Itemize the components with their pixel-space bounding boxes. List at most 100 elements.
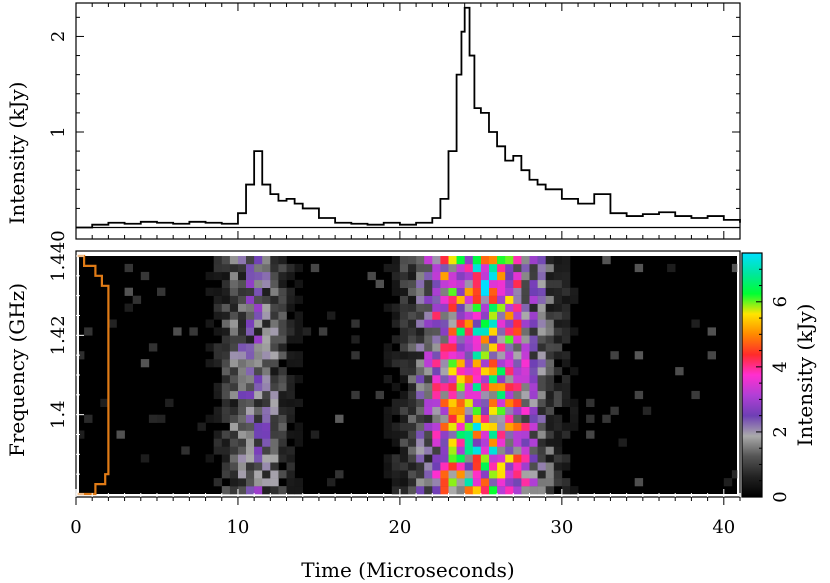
heatmap-cell — [513, 390, 522, 400]
heatmap-cell — [408, 343, 417, 352]
heatmap-cell — [424, 303, 433, 312]
heatmap-cell — [246, 470, 255, 479]
heatmap-cell — [408, 398, 417, 407]
heatmap-cell — [480, 438, 490, 447]
heatmap-cell — [246, 311, 255, 320]
heatmap-cell — [408, 478, 417, 487]
heatmap-cell — [529, 351, 538, 360]
heatmap-cell — [464, 382, 474, 392]
heatmap-cell — [213, 359, 223, 368]
heatmap-cell — [383, 414, 393, 423]
heatmap-cell — [416, 486, 425, 495]
heatmap-cell — [262, 311, 271, 320]
heatmap-cell — [278, 398, 287, 407]
heatmap-cell — [513, 256, 522, 265]
heatmap-cell — [513, 486, 522, 495]
heatmap-cell — [246, 406, 255, 415]
heatmap-cell — [497, 335, 506, 344]
heatmap-cell — [456, 422, 465, 431]
heatmap-cell — [505, 478, 514, 487]
heatmap-cell — [205, 287, 214, 296]
heatmap-cell — [513, 462, 522, 471]
heatmap-cell — [448, 319, 457, 328]
heatmap-cell — [238, 359, 247, 368]
heatmap-cell — [537, 311, 546, 320]
heatmap-cell — [497, 279, 506, 288]
heatmap-cell — [132, 295, 142, 304]
heatmap-cell — [521, 311, 530, 320]
heatmap-cell — [424, 271, 433, 281]
heatmap-cell — [448, 263, 457, 273]
heatmap-cell — [399, 303, 409, 312]
heatmap-cell — [416, 462, 425, 471]
heatmap-cell — [489, 335, 498, 344]
heatmap-cell — [229, 470, 239, 479]
heatmap-cell — [238, 390, 247, 400]
heatmap-cell — [440, 446, 449, 455]
heatmap-cell — [561, 454, 571, 463]
heatmap-cell — [254, 375, 263, 384]
heatmap-cell — [351, 319, 360, 328]
heatmap-cell — [221, 382, 231, 392]
heatmap-cell — [416, 446, 425, 455]
heatmap-cell — [408, 335, 417, 344]
heatmap-cell — [561, 271, 571, 281]
heatmap-cell — [238, 271, 247, 281]
heatmap-cell — [472, 486, 482, 495]
heatmap-cell — [229, 295, 239, 304]
heatmap-cell — [229, 446, 239, 455]
heatmap-cell — [294, 263, 303, 273]
heatmap-cell — [707, 351, 716, 360]
heatmap-cell — [489, 359, 498, 368]
heatmap-cell — [513, 263, 522, 273]
heatmap-cell — [254, 470, 263, 479]
heatmap-cell — [553, 271, 563, 281]
heatmap-cell — [513, 327, 522, 336]
heatmap-cell — [294, 422, 303, 431]
heatmap-cell — [472, 335, 482, 344]
heatmap-cell — [521, 398, 530, 407]
heatmap-cell — [229, 303, 239, 312]
heatmap-cell — [270, 256, 279, 265]
heatmap-cell — [278, 406, 287, 415]
heatmap-cell — [432, 375, 441, 384]
heatmap-cell — [229, 351, 239, 360]
heatmap-cell — [537, 367, 546, 376]
heatmap-cell — [286, 470, 295, 479]
heatmap-cell — [440, 367, 449, 376]
heatmap-cell — [399, 478, 409, 487]
heatmap-cell — [424, 454, 433, 463]
heatmap-cell — [513, 295, 522, 304]
heatmap-cell — [448, 335, 457, 344]
heatmap-cell — [262, 422, 271, 431]
heatmap-cell — [270, 295, 279, 304]
heatmap-cell — [513, 359, 522, 368]
heatmap-cell — [489, 422, 498, 431]
heatmap-cell — [246, 319, 255, 328]
heatmap-cell — [270, 486, 279, 495]
heatmap-cell — [505, 335, 514, 344]
heatmap-cell — [464, 343, 474, 352]
heatmap-cell — [480, 279, 490, 288]
heatmap-cell — [586, 414, 595, 423]
heatmap-cell — [294, 438, 303, 447]
heatmap-cell — [278, 311, 287, 320]
heatmap-cell — [383, 303, 393, 312]
heatmap-cell — [229, 478, 239, 487]
heatmap-cell — [432, 454, 441, 463]
heatmap-cell — [408, 454, 417, 463]
heatmap-cell — [221, 256, 231, 265]
heatmap-cell — [489, 486, 498, 495]
heatmap-cell — [270, 327, 279, 336]
heatmap-cell — [408, 470, 417, 479]
heatmap-cell — [229, 414, 239, 423]
heatmap-cell — [262, 406, 271, 415]
frequency-axis-label: Frequency (GHz) — [5, 283, 29, 457]
heatmap-cell — [286, 454, 295, 463]
heatmap-cell — [238, 335, 247, 344]
heatmap-cell — [448, 287, 457, 296]
heatmap-cell — [213, 351, 223, 360]
heatmap-cell — [286, 375, 295, 384]
heatmap-cell — [464, 390, 474, 400]
heatmap-cell — [456, 462, 465, 471]
